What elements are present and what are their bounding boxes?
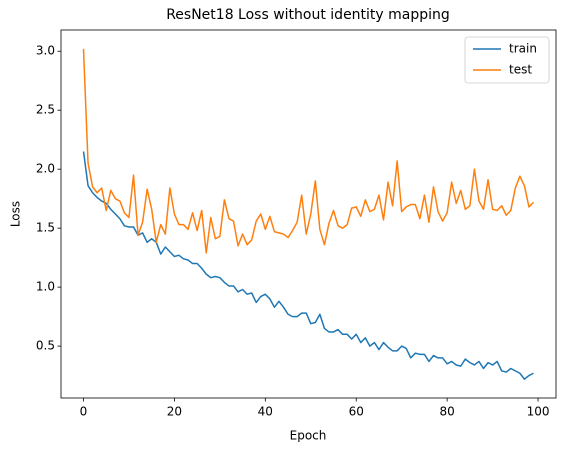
y-tick-label: 2.5: [36, 103, 55, 117]
y-tick-label: 0.5: [36, 339, 55, 353]
chart-title: ResNet18 Loss without identity mapping: [166, 7, 450, 23]
series-line: [82, 48, 535, 254]
y-tick-label: 2.0: [36, 162, 55, 176]
x-tick-label: 0: [80, 405, 88, 419]
y-axis-label: Loss: [9, 201, 23, 227]
legend-label: test: [509, 63, 532, 77]
y-tick-label: 1.5: [36, 221, 55, 235]
x-axis-label: Epoch: [290, 429, 327, 443]
x-tick-label: 60: [349, 405, 364, 419]
y-tick-label: 1.0: [36, 280, 55, 294]
y-tick-label: 3.0: [36, 44, 55, 58]
x-tick-label: 20: [167, 405, 182, 419]
x-tick-label: 80: [439, 405, 454, 419]
plot-frame: [60, 29, 557, 399]
x-tick-label: 40: [258, 405, 273, 419]
x-tick-label: 100: [527, 405, 550, 419]
legend-label: train: [509, 42, 537, 56]
series-line: [82, 151, 534, 380]
